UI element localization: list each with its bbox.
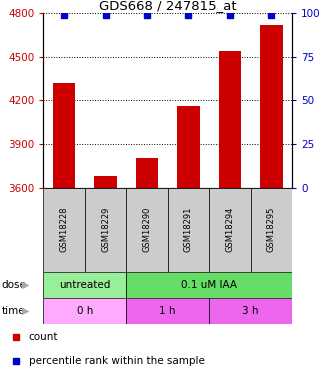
Bar xyxy=(260,25,283,188)
Text: GSM18229: GSM18229 xyxy=(101,207,110,252)
Bar xyxy=(43,188,85,272)
Bar xyxy=(53,83,75,188)
Text: time: time xyxy=(2,306,25,316)
Text: GSM18295: GSM18295 xyxy=(267,207,276,252)
Bar xyxy=(135,158,158,188)
Text: ▶: ▶ xyxy=(22,306,29,316)
Text: ▶: ▶ xyxy=(22,280,29,290)
Bar xyxy=(126,298,209,324)
Bar xyxy=(209,298,292,324)
Bar xyxy=(94,176,117,188)
Bar xyxy=(43,298,126,324)
Bar xyxy=(219,51,241,188)
Bar xyxy=(43,272,126,298)
Text: untreated: untreated xyxy=(59,280,110,290)
Bar xyxy=(85,188,126,272)
Text: GSM18291: GSM18291 xyxy=(184,207,193,252)
Text: GSM18290: GSM18290 xyxy=(143,207,152,252)
Bar xyxy=(168,188,209,272)
Bar xyxy=(251,188,292,272)
Text: GSM18228: GSM18228 xyxy=(60,207,69,252)
Text: percentile rank within the sample: percentile rank within the sample xyxy=(29,356,204,366)
Bar xyxy=(126,188,168,272)
Bar xyxy=(126,272,292,298)
Text: 3 h: 3 h xyxy=(242,306,259,316)
Title: GDS668 / 247815_at: GDS668 / 247815_at xyxy=(99,0,237,12)
Text: 0.1 uM IAA: 0.1 uM IAA xyxy=(181,280,237,290)
Bar xyxy=(177,106,200,188)
Bar xyxy=(209,188,251,272)
Text: 0 h: 0 h xyxy=(77,306,93,316)
Text: dose: dose xyxy=(2,280,26,290)
Text: count: count xyxy=(29,332,58,342)
Text: GSM18294: GSM18294 xyxy=(225,207,234,252)
Text: 1 h: 1 h xyxy=(160,306,176,316)
